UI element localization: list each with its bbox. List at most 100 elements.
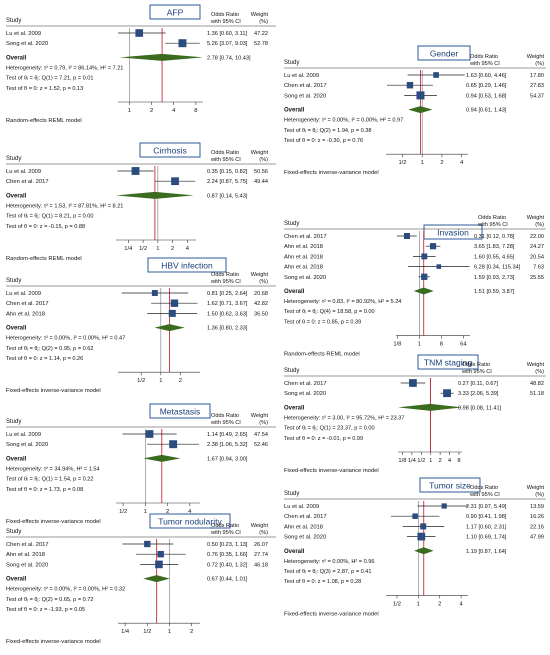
study-estimate-marker bbox=[178, 39, 187, 48]
study-or-ci: 5.26 [3.07, 9.03] bbox=[207, 41, 248, 47]
study-or-ci: 0.94 [0.53, 1.68] bbox=[466, 93, 507, 99]
study-estimate-marker bbox=[429, 243, 437, 250]
study-weight: 52.78 bbox=[254, 41, 268, 47]
overall-diamond bbox=[398, 403, 462, 411]
heterogeneity-stat: Test of θ = 0: z = -0.01, p = 0.99 bbox=[284, 436, 363, 442]
x-tick-label: 4 bbox=[172, 108, 176, 114]
heterogeneity-stat: Test of θᵢ = θⱼ: Q(2) = 0.65, p = 0.72 bbox=[6, 597, 94, 603]
study-estimate-marker bbox=[433, 72, 439, 78]
study-or-ci: 1.50 [0.62, 3.63] bbox=[207, 311, 248, 317]
weight-column-header-sub: (%) bbox=[259, 420, 268, 426]
plot-title: Tumor size bbox=[429, 481, 471, 491]
weight-column-header-sub: (%) bbox=[535, 222, 544, 228]
study-label: Lu et al. 2009 bbox=[6, 432, 41, 438]
x-tick-label: 4 bbox=[186, 246, 190, 252]
study-label: Chen et al. 2017 bbox=[284, 234, 327, 240]
overall-diamond bbox=[143, 575, 170, 583]
study-weight: 26.07 bbox=[254, 542, 268, 548]
study-weight: 22.00 bbox=[530, 234, 544, 240]
x-tick-label: 1 bbox=[417, 601, 420, 607]
plot-title-box bbox=[149, 4, 201, 20]
weight-column-header-sub: (%) bbox=[535, 369, 544, 375]
or-column-header: Odds Ratio bbox=[470, 54, 498, 60]
x-tick-label: 4 bbox=[460, 601, 464, 607]
study-column-header: Study bbox=[6, 156, 21, 162]
study-weight: 7.63 bbox=[533, 265, 544, 271]
model-caption: Fixed-effects inverse-variance model bbox=[284, 170, 379, 176]
study-weight: 36.50 bbox=[254, 311, 268, 317]
study-or-ci: 1.10 [0.69, 1.74] bbox=[466, 535, 507, 541]
study-estimate-marker bbox=[135, 29, 144, 37]
plot-title-box bbox=[139, 142, 201, 158]
study-or-ci: 2.38 [1.06, 5.32] bbox=[207, 442, 248, 448]
heterogeneity-stat: Test of θ = 0: z = 1.52, p = 0.13 bbox=[6, 86, 83, 92]
heterogeneity-stat: Heterogeneity: τ² = 0.00%, I² = 0.00%, H… bbox=[284, 118, 403, 124]
overall-or-ci: 2.78 [0.74, 10.43] bbox=[207, 55, 251, 61]
x-tick-label: 4 bbox=[188, 509, 192, 515]
study-estimate-marker bbox=[155, 560, 163, 569]
study-or-ci: 6.28 [0.34, 115.34] bbox=[474, 265, 521, 271]
weight-column-header-sub: (%) bbox=[259, 279, 268, 285]
plot-title: Invasion bbox=[437, 228, 469, 238]
weight-column-header: Weight bbox=[251, 523, 269, 529]
overall-diamond bbox=[154, 324, 185, 332]
heterogeneity-stat: Heterogeneity: τ² = 0.83, I² = 80.92%, H… bbox=[284, 299, 401, 305]
study-estimate-marker bbox=[441, 503, 447, 509]
study-column-header: Study bbox=[6, 18, 21, 24]
model-caption: Random-effects REML model bbox=[6, 256, 82, 262]
x-tick-label: 1/8 bbox=[398, 458, 406, 464]
model-caption: Fixed-effects inverse-variance model bbox=[6, 639, 101, 645]
x-tick-label: 4 bbox=[460, 160, 464, 166]
overall-or-ci: 0.87 [0.14, 5.43] bbox=[207, 193, 248, 199]
x-tick-label: 2 bbox=[150, 108, 153, 114]
study-or-ci: 0.50 [0.23, 1.13] bbox=[207, 542, 248, 548]
overall-diamond bbox=[408, 106, 433, 114]
study-estimate-marker bbox=[417, 532, 426, 541]
overall-diamond bbox=[143, 454, 181, 462]
study-weight: 20.68 bbox=[254, 291, 268, 297]
or-column-header-sub: with 95% CI bbox=[469, 61, 500, 67]
heterogeneity-stat: Heterogeneity: τ² = 1.53, I² = 87.81%, H… bbox=[6, 203, 123, 209]
x-tick-label: 2 bbox=[438, 601, 441, 607]
x-tick-label: 1 bbox=[144, 509, 147, 515]
or-column-header: Odds Ratio bbox=[211, 413, 239, 419]
or-column-header: Odds Ratio bbox=[478, 215, 506, 221]
study-label: Song et al. 2020 bbox=[284, 93, 326, 99]
or-column-header-sub: with 95% CI bbox=[210, 530, 241, 536]
study-estimate-marker bbox=[171, 177, 179, 186]
study-weight: 49.44 bbox=[254, 179, 268, 185]
overall-or-ci: 1.36 [0.80, 2.33] bbox=[207, 326, 248, 332]
study-label: Ahn et al. 2018 bbox=[284, 265, 323, 271]
x-tick-label: 1/2 bbox=[398, 160, 406, 166]
x-tick-label: 1/4 bbox=[124, 246, 133, 252]
overall-label: Overall bbox=[6, 326, 27, 332]
study-or-ci: 0.76 [0.35, 1.66] bbox=[207, 552, 248, 558]
weight-column-header: Weight bbox=[527, 215, 545, 221]
heterogeneity-stat: Heterogeneity: τ² = 0.00%, I² = 0.00%, H… bbox=[6, 336, 125, 342]
x-tick-label: 2 bbox=[166, 509, 169, 515]
heterogeneity-stat: Heterogeneity: τ² = 0.79, I² = 86.14%, H… bbox=[6, 65, 123, 71]
x-tick-label: 8 bbox=[440, 342, 443, 348]
study-label: Song et al. 2020 bbox=[6, 41, 48, 47]
x-tick-label: 1 bbox=[159, 378, 162, 384]
study-or-ci: 1.62 [0.71, 3.67] bbox=[207, 301, 248, 307]
or-column-header-sub: with 95% CI bbox=[210, 279, 241, 285]
study-column-header: Study bbox=[284, 491, 299, 497]
plot-title: Metastasis bbox=[160, 407, 201, 417]
study-estimate-marker bbox=[406, 81, 414, 89]
overall-label: Overall bbox=[284, 549, 305, 555]
weight-column-header-sub: (%) bbox=[259, 530, 268, 536]
study-or-ci: 0.31 [0.12, 0.78] bbox=[474, 234, 515, 240]
study-estimate-marker bbox=[145, 430, 154, 438]
weight-column-header-sub: (%) bbox=[259, 19, 268, 25]
study-weight: 42.82 bbox=[254, 301, 268, 307]
study-column-header: Study bbox=[6, 419, 21, 425]
study-or-ci: 1.36 [0.60, 3.11] bbox=[207, 31, 247, 37]
weight-column-header-sub: (%) bbox=[535, 61, 544, 67]
study-or-ci: 0.72 [0.40, 1.32] bbox=[207, 562, 248, 568]
study-label: Song et al. 2020 bbox=[6, 442, 48, 448]
overall-diamond bbox=[119, 53, 203, 61]
or-column-header: Odds Ratio bbox=[462, 362, 490, 368]
or-column-header-sub: with 95% CI bbox=[461, 369, 492, 375]
